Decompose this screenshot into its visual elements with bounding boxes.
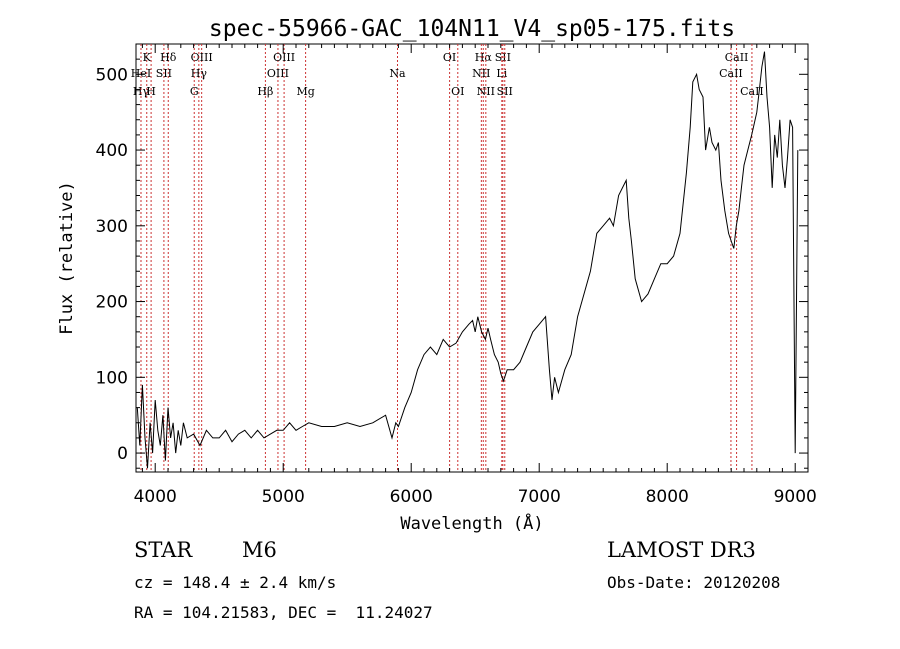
y-tick-label-5: 500	[96, 65, 128, 85]
marker-label-1: HeI	[131, 67, 151, 80]
marker-label-3: H	[146, 85, 156, 98]
marker-label-14: OI	[443, 51, 456, 64]
y-tick-label-0: 0	[117, 444, 128, 464]
marker-label-12: Mg	[296, 85, 314, 98]
y-tick-label-2: 200	[96, 293, 128, 313]
marker-label-13: Na	[389, 67, 406, 80]
marker-label-0: Hγ	[133, 85, 150, 98]
y-tick-label-1: 100	[96, 368, 128, 388]
marker-label-6: OIII	[191, 51, 213, 64]
marker-label-22: CaII	[725, 51, 749, 64]
marker-label-4: SII	[156, 67, 172, 80]
marker-label-9: Hβ	[257, 85, 273, 98]
x-axis-label: Wavelength (Å)	[400, 512, 543, 534]
y-axis-label: Flux (relative)	[57, 181, 77, 335]
x-tick-label-1: 5000	[262, 487, 305, 507]
marker-label-19: SII	[495, 51, 511, 64]
x-tick-label-0: 4000	[134, 487, 177, 507]
marker-label-24: CaII	[740, 85, 764, 98]
plot-frame	[135, 43, 809, 473]
marker-label-23: CaII	[719, 67, 743, 80]
marker-label-16: Hα	[475, 51, 493, 64]
marker-label-21: SII	[497, 85, 513, 98]
obs-date: Obs-Date: 20120208	[607, 573, 781, 592]
y-tick-label-4: 400	[96, 141, 128, 161]
x-tick-label-3: 7000	[518, 487, 561, 507]
coordinates-readout: RA = 104.21583, DEC = 11.24027	[134, 603, 433, 622]
marker-label-7: Hγ	[191, 67, 208, 80]
x-tick-label-5: 9000	[774, 487, 817, 507]
object-class: STAR	[134, 538, 193, 562]
spectrum-series-line	[136, 51, 799, 469]
marker-label-8: G	[190, 85, 199, 98]
y-tick-label-3: 300	[96, 217, 128, 237]
velocity-readout: cz = 148.4 ± 2.4 km/s	[134, 573, 337, 592]
x-tick-label-2: 6000	[390, 487, 433, 507]
marker-label-5: Hδ	[160, 51, 177, 64]
marker-label-2: K	[143, 51, 152, 64]
x-tick-label-4: 8000	[646, 487, 689, 507]
marker-label-20: Li	[496, 67, 507, 80]
chart-title: spec-55966-GAC_104N11_V4_sp05-175.fits	[209, 16, 735, 42]
axis-ticks: 4000 5000 6000 7000 8000 9000 0 100 200 300 400 500	[96, 43, 817, 507]
survey-name: LAMOST DR3	[607, 538, 756, 562]
object-subclass: M6	[242, 538, 277, 562]
marker-label-18: NII	[477, 85, 495, 98]
marker-label-11: OIII	[273, 51, 295, 64]
marker-label-15: OI	[451, 85, 464, 98]
marker-label-10: OIII	[267, 67, 289, 80]
marker-label-17: NII	[472, 67, 490, 80]
